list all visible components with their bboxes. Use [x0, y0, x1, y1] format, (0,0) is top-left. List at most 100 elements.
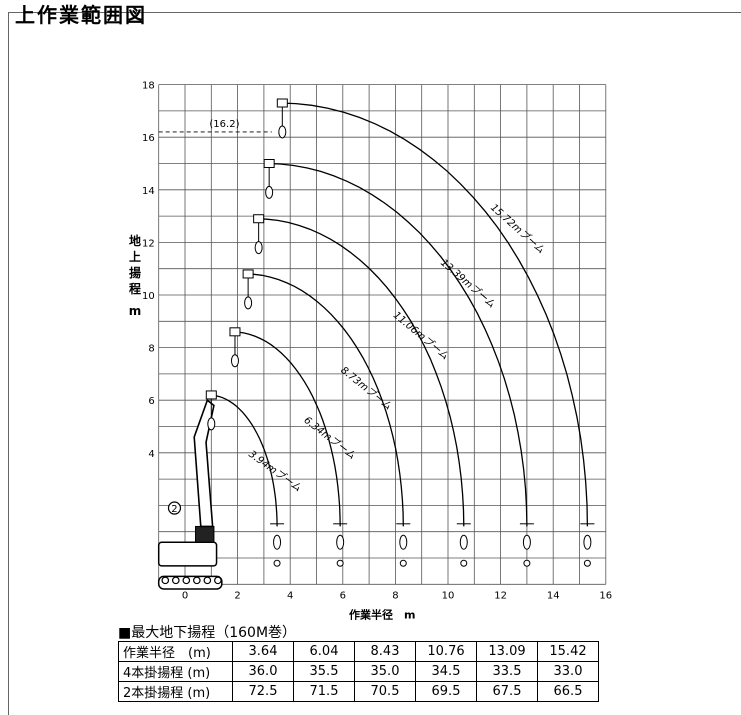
hook-ring — [523, 559, 531, 567]
y-tick-label: 10 — [142, 291, 155, 302]
x-tick-label: 14 — [547, 590, 560, 601]
crane-body — [157, 541, 218, 567]
table-cell: 15.42 — [537, 641, 599, 662]
y-tick-label: 4 — [148, 449, 154, 460]
y-tick-label: 6 — [148, 396, 154, 407]
table-cell: 66.5 — [537, 681, 599, 702]
table-cell: 34.5 — [415, 661, 477, 682]
x-tick-label: 10 — [442, 590, 455, 601]
boom-arc-5 — [266, 162, 528, 527]
table-cell: 35.0 — [354, 661, 416, 682]
table-cell: 70.5 — [354, 681, 416, 702]
boom-label: 13.39mブーム — [438, 257, 497, 311]
hook-icon-bottom — [459, 534, 468, 550]
crane-marker-label: 2 — [171, 504, 177, 515]
boom-arc-1 — [208, 394, 278, 527]
y-axis-unit: m — [129, 304, 142, 318]
table-cell: 10.76 — [415, 641, 477, 662]
crane-wheel — [214, 576, 222, 585]
hook-icon — [278, 125, 287, 139]
table-cell: 71.5 — [293, 681, 355, 702]
y-tick-label: 8 — [148, 344, 154, 355]
x-tick-label: 16 — [599, 590, 612, 601]
table-row: 2本掛揚程 (m) 72.5 71.5 70.5 69.5 67.5 66.5 — [118, 681, 599, 702]
y-tick-label: 12 — [142, 238, 155, 249]
boom-label: 15.72mブーム — [488, 202, 547, 256]
hook-ring — [336, 559, 344, 567]
boom-arc-2 — [232, 331, 341, 527]
boom-tip-block — [242, 269, 254, 279]
row-header: 2本掛揚程 (m) — [118, 681, 233, 702]
max-depth-table: 作業半径 (m) 3.64 6.04 8.43 10.76 13.09 15.42 4本掛揚程… — [118, 641, 599, 702]
hook-ring — [583, 559, 591, 567]
boom-arc-3 — [245, 273, 404, 527]
x-axis-label: 作業半径 m — [349, 607, 415, 621]
y-axis-label-char: 上 — [129, 249, 141, 264]
table-cell: 67.5 — [476, 681, 538, 702]
table-cell: 8.43 — [354, 641, 416, 662]
y-axis-label-char: 程 — [129, 281, 141, 296]
table-row: 作業半径 (m) 3.64 6.04 8.43 10.76 13.09 15.42 — [118, 641, 599, 662]
diagram-frame: 上作業範囲図 — [8, 3, 741, 715]
height-note: (16.2) — [209, 119, 239, 130]
hook-icon — [244, 296, 253, 310]
table-cell: 6.04 — [293, 641, 355, 662]
y-axis-label-char: 揚 — [129, 265, 141, 280]
crane-outrigger-marker — [167, 501, 182, 515]
table-cell: 13.09 — [476, 641, 538, 662]
hook-icon — [265, 185, 274, 199]
boom-label: 8.73mブーム — [338, 364, 394, 412]
crane-illustration: 2 — [157, 398, 223, 590]
table-cell: 72.5 — [232, 681, 294, 702]
hook-ring — [399, 559, 407, 567]
x-tick-label: 12 — [494, 590, 507, 601]
boom-tip-block — [205, 390, 217, 400]
y-axis-label-char: 地 — [129, 233, 141, 248]
y-tick-label: 16 — [142, 133, 155, 144]
y-tick-label: 14 — [142, 186, 155, 197]
x-tick-label: 0 — [182, 590, 188, 601]
hook-icon — [207, 417, 216, 431]
x-tick-label: 2 — [234, 590, 240, 601]
x-tick-label: 8 — [392, 590, 398, 601]
x-tick-label: 6 — [340, 590, 346, 601]
page-title: 上作業範囲図 — [15, 3, 147, 27]
y-tick-label: 18 — [142, 81, 155, 92]
crane-wheel — [182, 576, 191, 585]
table-title: ■最大地下揚程（160M巻） — [118, 625, 297, 641]
crane-wheel — [171, 576, 180, 585]
boom-tip-block — [276, 98, 288, 108]
boom-arc-4 — [255, 218, 465, 527]
hook-icon-bottom — [399, 534, 408, 550]
boom-label: 11.06mブーム — [391, 309, 451, 362]
row-header: 4本掛揚程 (m) — [118, 661, 233, 682]
boom-tip-block — [253, 214, 265, 224]
table-cell: 36.0 — [232, 661, 294, 682]
hook-ring — [273, 559, 281, 567]
boom-label: 6.34mブーム — [302, 414, 358, 461]
table-row: 4本掛揚程 (m) 36.0 35.5 35.0 34.5 33.5 33.0 — [118, 661, 599, 682]
row-header: 作業半径 (m) — [118, 641, 233, 662]
hook-icon-bottom — [273, 534, 282, 550]
hook-icon-bottom — [583, 534, 592, 550]
table-cell: 33.0 — [537, 661, 599, 682]
boom-tip-block — [263, 159, 275, 168]
hook-icon-bottom — [522, 534, 531, 550]
table-cell: 33.5 — [476, 661, 538, 682]
x-tick-label: 4 — [287, 590, 293, 601]
table-cell: 69.5 — [415, 681, 477, 702]
hook-icon-bottom — [336, 534, 345, 550]
boom-label: 3.94mブーム — [246, 448, 303, 494]
crane-column — [195, 525, 215, 543]
hook-icon — [230, 354, 239, 368]
crane-wheel — [193, 576, 201, 585]
hook-icon — [254, 241, 263, 255]
crane-wheel — [203, 576, 212, 585]
boom-tip-block — [229, 327, 241, 337]
table-cell: 3.64 — [232, 641, 294, 662]
table-cell: 35.5 — [293, 661, 355, 682]
crane-boom-base — [193, 398, 215, 528]
hook-ring — [460, 559, 468, 567]
boom-arc-6 — [279, 102, 589, 527]
